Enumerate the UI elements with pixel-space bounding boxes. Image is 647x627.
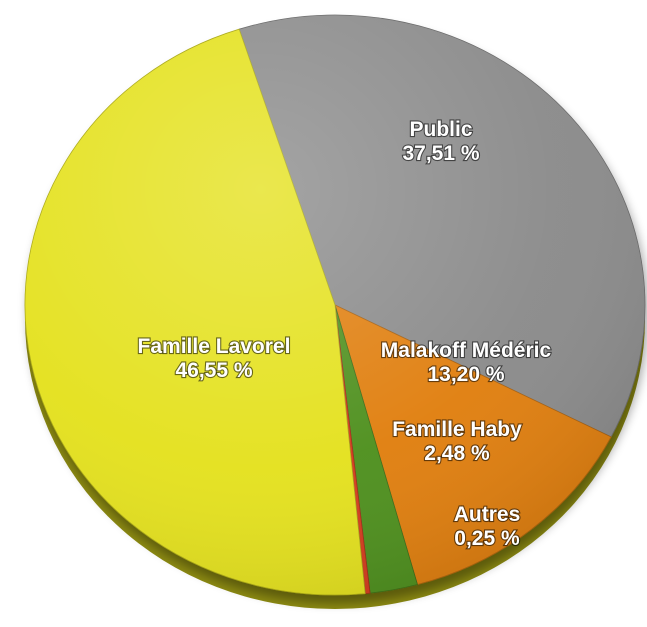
slice-value: 46,55 % [175, 359, 252, 382]
slice-value: 2,48 % [424, 442, 490, 465]
slice-label: Public 37,51 % [402, 118, 479, 165]
slice-value: 13,20 % [427, 363, 504, 386]
slice-value: 37,51 % [402, 142, 479, 165]
slice-name: Public [409, 118, 472, 141]
slice-name: Famille Lavorel [138, 335, 291, 358]
slice-name: Malakoff Médéric [381, 339, 552, 362]
slice-name: Famille Haby [392, 418, 522, 441]
pie-slices [24, 14, 646, 596]
slice-value: 0,25 % [454, 527, 520, 550]
slice-labels: Public 37,51 % Malakoff Médéric 13,20 % Fami… [136, 117, 552, 551]
slice-label: Malakoff Médéric 13,20 % [381, 339, 552, 386]
slice-label: Famille Lavorel 46,55 % [138, 335, 291, 382]
slice-label: Famille Haby 2,48 % [392, 418, 522, 465]
slice-name: Autres [454, 503, 521, 526]
slice-label: Autres 0,25 % [454, 503, 521, 550]
